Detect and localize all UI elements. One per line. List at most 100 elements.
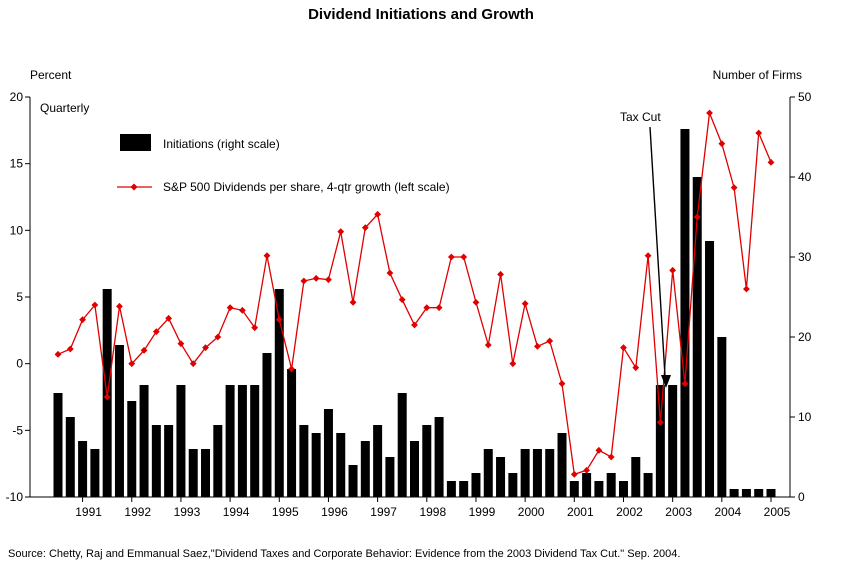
- bar: [483, 449, 493, 497]
- line-marker-icon: [607, 453, 615, 461]
- line-marker-icon: [128, 360, 136, 368]
- bar: [299, 425, 309, 497]
- line-marker-icon: [325, 276, 332, 284]
- bar: [262, 353, 272, 497]
- left-tick-label: -10: [6, 490, 24, 504]
- bar: [250, 385, 260, 497]
- line-marker-icon: [755, 129, 763, 137]
- line-marker-icon: [706, 109, 713, 117]
- bar: [114, 345, 124, 497]
- legend: Initiations (right scale) S&P 500 Divide…: [117, 134, 450, 194]
- line-marker-icon: [214, 333, 222, 341]
- line-marker-icon: [202, 344, 209, 352]
- bar: [410, 441, 419, 497]
- line-marker-icon: [546, 337, 554, 345]
- line-marker-icon: [681, 380, 689, 388]
- left-tick-label: -5: [12, 423, 23, 437]
- bar: [274, 289, 284, 497]
- line-marker-icon: [718, 140, 726, 148]
- legend-line-label: S&P 500 Dividends per share, 4-qtr growt…: [163, 180, 450, 194]
- line-marker-icon: [361, 224, 369, 232]
- bar: [692, 177, 702, 497]
- right-tick-label: 0: [798, 490, 805, 504]
- bar: [594, 481, 604, 497]
- right-tick-label: 10: [798, 410, 812, 424]
- line-marker-icon: [103, 393, 111, 401]
- line-marker-icon: [349, 298, 357, 306]
- bar: [532, 449, 542, 497]
- bar: [323, 409, 333, 497]
- line-marker-icon: [337, 228, 345, 236]
- bar: [446, 481, 456, 497]
- bar: [127, 401, 137, 497]
- bar: [520, 449, 530, 497]
- bar: [65, 417, 75, 497]
- bar: [385, 457, 395, 497]
- x-tick-label: 2001: [567, 505, 594, 519]
- right-tick-label: 30: [798, 250, 812, 264]
- bar: [717, 337, 727, 497]
- bars-series: [53, 129, 776, 497]
- tax-cut-arrow-icon: [649, 126, 671, 388]
- right-tick-label: 40: [798, 170, 812, 184]
- line-marker-icon: [595, 446, 603, 454]
- line-marker-icon: [140, 346, 148, 354]
- right-axis-title: Number of Firms: [713, 68, 802, 82]
- bar: [729, 489, 739, 497]
- bar: [741, 489, 751, 497]
- bar: [434, 417, 444, 497]
- chart-canvas: Percent Number of Firms Quarterly Initia…: [6, 68, 812, 519]
- line-marker-icon: [152, 328, 160, 336]
- line-marker-icon: [472, 298, 480, 306]
- x-tick-label: 1991: [75, 505, 102, 519]
- x-tick-label: 2004: [714, 505, 741, 519]
- x-tick-label: 1997: [370, 505, 397, 519]
- bar: [422, 425, 432, 497]
- bar: [53, 393, 63, 497]
- left-axis-title: Percent: [30, 68, 72, 82]
- bar: [201, 449, 211, 497]
- line-marker-icon: [669, 266, 677, 274]
- line-marker-icon: [116, 302, 123, 310]
- bar: [631, 457, 641, 497]
- x-tick-label: 2002: [616, 505, 643, 519]
- legend-bar-swatch: [120, 134, 151, 151]
- bar: [496, 457, 506, 497]
- right-tick-label: 50: [798, 90, 812, 104]
- line-marker-icon: [226, 304, 234, 312]
- x-tick-label: 2003: [665, 505, 692, 519]
- bar: [754, 489, 764, 497]
- line-marker-icon: [656, 418, 664, 426]
- line-marker-icon: [435, 304, 443, 312]
- line-marker-icon: [263, 252, 271, 260]
- line-marker-icon: [275, 316, 283, 324]
- line-marker-icon: [509, 360, 517, 368]
- line-marker-icon: [54, 350, 62, 358]
- line-marker-icon: [730, 184, 738, 192]
- line-marker-icon: [693, 213, 701, 221]
- line-marker-icon: [312, 274, 320, 282]
- line-marker-icon: [398, 296, 406, 304]
- bar: [545, 449, 555, 497]
- bar: [78, 441, 88, 497]
- line-marker-icon: [447, 253, 455, 261]
- x-tick-label: 1992: [124, 505, 151, 519]
- chart-title: Dividend Initiations and Growth: [308, 6, 534, 23]
- bar: [471, 473, 481, 497]
- line-marker-icon: [534, 342, 541, 350]
- bar: [213, 425, 223, 497]
- bar: [287, 369, 297, 497]
- bar: [569, 481, 579, 497]
- line-marker-icon: [66, 345, 74, 353]
- line-marker-icon: [583, 466, 591, 474]
- legend-bar-label: Initiations (right scale): [163, 137, 280, 151]
- bar: [643, 473, 653, 497]
- bar: [373, 425, 383, 497]
- bar: [766, 489, 776, 497]
- bar: [225, 385, 235, 497]
- x-tick-label: 2005: [764, 505, 791, 519]
- line-marker-icon: [411, 321, 418, 329]
- line-marker-icon: [632, 364, 640, 372]
- x-tick-label: 1999: [469, 505, 496, 519]
